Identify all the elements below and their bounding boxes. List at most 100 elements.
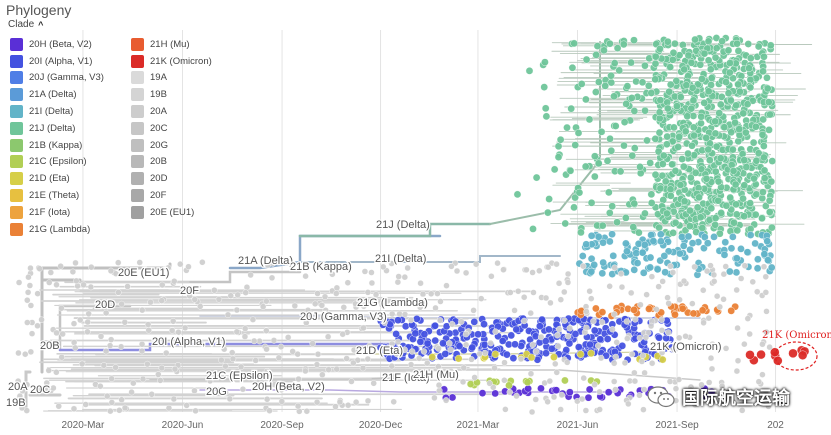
tip-point — [115, 289, 122, 296]
legend-item[interactable]: 20H (Beta, V2) — [10, 36, 104, 53]
legend-item[interactable]: 21J (Delta) — [10, 120, 104, 137]
tip-point — [448, 321, 456, 328]
legend-item[interactable]: 20A — [131, 103, 212, 120]
legend-item[interactable]: 21B (Kappa) — [10, 137, 104, 154]
tip-point — [613, 44, 622, 52]
x-tick-label: 2021-Sep — [655, 420, 699, 431]
tip-point — [360, 324, 367, 332]
legend-label: 21B (Kappa) — [29, 139, 83, 151]
legend-label: 21H (Mu) — [150, 38, 190, 50]
tip-point — [561, 317, 568, 324]
legend-item[interactable]: 21I (Delta) — [10, 103, 104, 120]
tip-point — [416, 337, 425, 346]
tip-point — [746, 83, 755, 92]
tip-point — [269, 260, 277, 267]
tip-point — [671, 39, 679, 48]
tip-point — [577, 228, 585, 237]
legend-swatch — [10, 105, 23, 119]
tip-point — [608, 230, 616, 239]
tip-point — [749, 138, 758, 147]
tip-point — [490, 384, 497, 391]
legend-item[interactable]: 21C (Epsilon) — [10, 154, 104, 171]
clade-toggle[interactable]: Clade ^ — [8, 19, 43, 30]
tip-point — [424, 359, 431, 367]
tip-point — [710, 271, 718, 279]
tip-point — [14, 377, 22, 385]
tip-point — [707, 354, 715, 362]
tip-point — [339, 330, 346, 338]
tip-point — [704, 145, 713, 154]
legend-item[interactable]: 21K (Omicron) — [131, 53, 212, 70]
tip-point — [613, 339, 620, 346]
tip-point — [672, 77, 681, 85]
legend-item[interactable]: 20F — [131, 187, 212, 204]
tip-point — [740, 156, 749, 164]
tip-point — [636, 392, 643, 399]
legend-item[interactable]: 19A — [131, 70, 212, 87]
tip-point — [700, 49, 709, 58]
tip-point — [651, 75, 659, 84]
tip-point — [763, 237, 772, 245]
tip-point — [686, 245, 694, 254]
tip-point — [27, 348, 35, 356]
legend-item[interactable]: 20C — [131, 120, 212, 137]
legend-swatch — [10, 205, 23, 219]
tip-point — [553, 260, 560, 268]
legend-item[interactable]: 20D — [131, 170, 212, 187]
tip-point — [697, 112, 705, 121]
legend-item[interactable]: 20G — [131, 137, 212, 154]
tip-point — [512, 325, 521, 334]
legend-item[interactable]: 20J (Gamma, V3) — [10, 70, 104, 87]
tip-point — [428, 353, 437, 361]
legend-item[interactable]: 20E (EU1) — [131, 204, 212, 221]
tip-point — [498, 337, 507, 345]
clade-label: 21G (Lambda) — [357, 297, 428, 309]
tip-point — [108, 375, 115, 382]
tip-point — [773, 356, 783, 366]
tip-point — [741, 340, 748, 348]
tip-point — [731, 180, 740, 189]
tip-point — [239, 385, 247, 393]
legend-item[interactable]: 21H (Mu) — [131, 36, 212, 53]
tip-point — [663, 132, 671, 141]
tip-point — [527, 353, 536, 362]
clade-label: 20J (Gamma, V3) — [300, 311, 387, 323]
legend-item[interactable]: 21D (Eta) — [10, 170, 104, 187]
tip-point — [754, 255, 762, 264]
legend-item[interactable]: 21F (Iota) — [10, 204, 104, 221]
tip-point — [571, 141, 580, 149]
tip-point — [596, 406, 603, 413]
tip-point — [250, 337, 258, 345]
tip-point — [734, 47, 743, 55]
tip-point — [218, 356, 225, 364]
tip-point — [727, 244, 736, 253]
tip-point — [729, 74, 737, 83]
tip-point — [80, 281, 87, 289]
legend-item[interactable]: 21A (Delta) — [10, 86, 104, 103]
legend-item[interactable]: 19B — [131, 86, 212, 103]
tip-point — [419, 290, 427, 298]
tip-point — [596, 388, 603, 396]
tip-point — [642, 334, 650, 341]
tip-point — [447, 346, 454, 353]
tip-point — [488, 273, 495, 280]
tip-point — [628, 350, 636, 358]
legend-item[interactable]: 20I (Alpha, V1) — [10, 53, 104, 70]
legend-item[interactable]: 21G (Lambda) — [10, 221, 104, 238]
legend-item[interactable]: 20B — [131, 154, 212, 171]
legend-item[interactable]: 21E (Theta) — [10, 187, 104, 204]
tip-point — [564, 359, 571, 366]
tip-point — [448, 263, 455, 270]
tip-point — [609, 252, 618, 260]
tip-point — [224, 311, 232, 319]
tip-point — [788, 348, 798, 359]
tip-point — [707, 74, 716, 82]
tip-point — [686, 222, 694, 230]
tip-point — [563, 123, 571, 132]
tip-point — [735, 395, 743, 403]
tip-point — [638, 78, 647, 87]
tip-point — [601, 82, 609, 90]
tip-point — [46, 279, 53, 286]
tip-point — [618, 283, 626, 291]
